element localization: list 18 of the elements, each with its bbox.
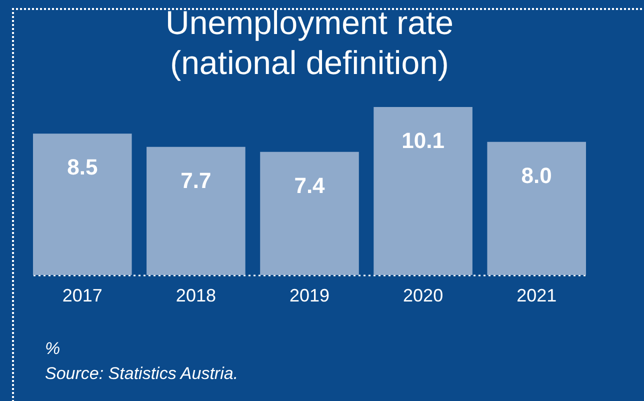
bar — [487, 142, 586, 275]
bar — [146, 146, 246, 275]
bar — [374, 107, 472, 275]
data-label: 8.5 — [67, 154, 98, 180]
chart-title: Unemployment rate (national definition) — [166, 4, 454, 81]
x-tick-label: 2020 — [403, 286, 444, 306]
data-label: 10.1 — [402, 128, 444, 153]
x-tick-label: 2018 — [176, 286, 216, 306]
data-label: 7.4 — [294, 172, 326, 198]
x-tick-label: 2019 — [289, 286, 330, 306]
data-label: 7.7 — [180, 168, 212, 193]
text: % — [45, 338, 62, 360]
source-note: Source: Statistics Austria. — [45, 363, 238, 385]
x-tick-label: 2017 — [62, 286, 102, 306]
bar — [33, 134, 132, 275]
x-tick-label: 2021 — [516, 286, 557, 306]
bar — [260, 152, 359, 275]
data-label: 8.0 — [521, 162, 552, 188]
